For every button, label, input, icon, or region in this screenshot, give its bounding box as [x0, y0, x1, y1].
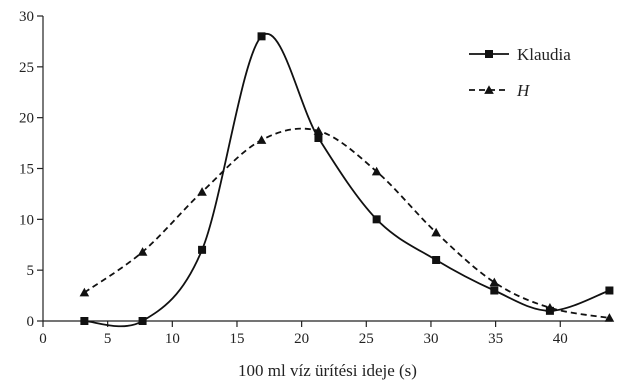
data-point-klaudia: [372, 215, 381, 224]
data-point-h: [545, 302, 555, 312]
data-point-klaudia: [80, 317, 89, 325]
data-point-klaudia: [432, 256, 441, 264]
data-point-h: [489, 277, 500, 287]
data-point-klaudia: [198, 245, 207, 254]
x-tick-label: 40: [553, 331, 568, 347]
data-point-h: [256, 135, 267, 144]
x-tick-label: 0: [39, 331, 47, 347]
y-tick-label: 15: [19, 162, 34, 178]
y-tick-label: 5: [27, 263, 35, 279]
data-point-klaudia: [314, 134, 323, 142]
data-point-h: [431, 227, 441, 237]
series-layer: [79, 32, 615, 328]
x-tick-label: 15: [229, 331, 244, 347]
data-point-h: [313, 126, 324, 135]
data-point-h: [371, 166, 382, 176]
y-tick-label: 30: [19, 9, 34, 25]
legend: Klaudia H: [469, 45, 571, 100]
x-tick-label: 20: [294, 331, 309, 347]
data-point-klaudia: [605, 286, 614, 295]
y-tick-label: 25: [19, 60, 34, 76]
series-h: [79, 126, 615, 322]
y-tick-label: 0: [27, 314, 35, 330]
legend-label-h: H: [516, 81, 531, 100]
x-tick-label: 10: [165, 331, 180, 347]
y-tick-label: 10: [19, 212, 34, 228]
legend-label-klaudia: Klaudia: [517, 45, 571, 64]
series-klaudia: [80, 32, 614, 328]
legend-marker-klaudia: [485, 50, 493, 58]
x-tick-label: 5: [104, 331, 112, 347]
series-line-h: [83, 127, 610, 319]
data-point-h: [197, 187, 207, 196]
x-tick-label: 25: [359, 331, 374, 347]
y-tick-label: 20: [19, 111, 34, 127]
data-point-klaudia: [138, 317, 147, 325]
legend-marker-h: [484, 85, 494, 94]
x-tick-label: 35: [488, 331, 503, 347]
data-point-h: [79, 287, 90, 297]
x-tick-label: 30: [423, 331, 438, 347]
x-axis-label: 100 ml víz ürítési ideje (s): [238, 361, 417, 380]
series-line-klaudia: [84, 32, 610, 328]
axes: 0 5 10 15 20 25 30 35 40 0 5 10 15 20 25 30: [19, 9, 612, 347]
data-point-h: [604, 313, 615, 322]
data-point-h: [137, 247, 148, 256]
data-point-klaudia: [490, 286, 499, 295]
data-point-klaudia: [257, 32, 266, 41]
